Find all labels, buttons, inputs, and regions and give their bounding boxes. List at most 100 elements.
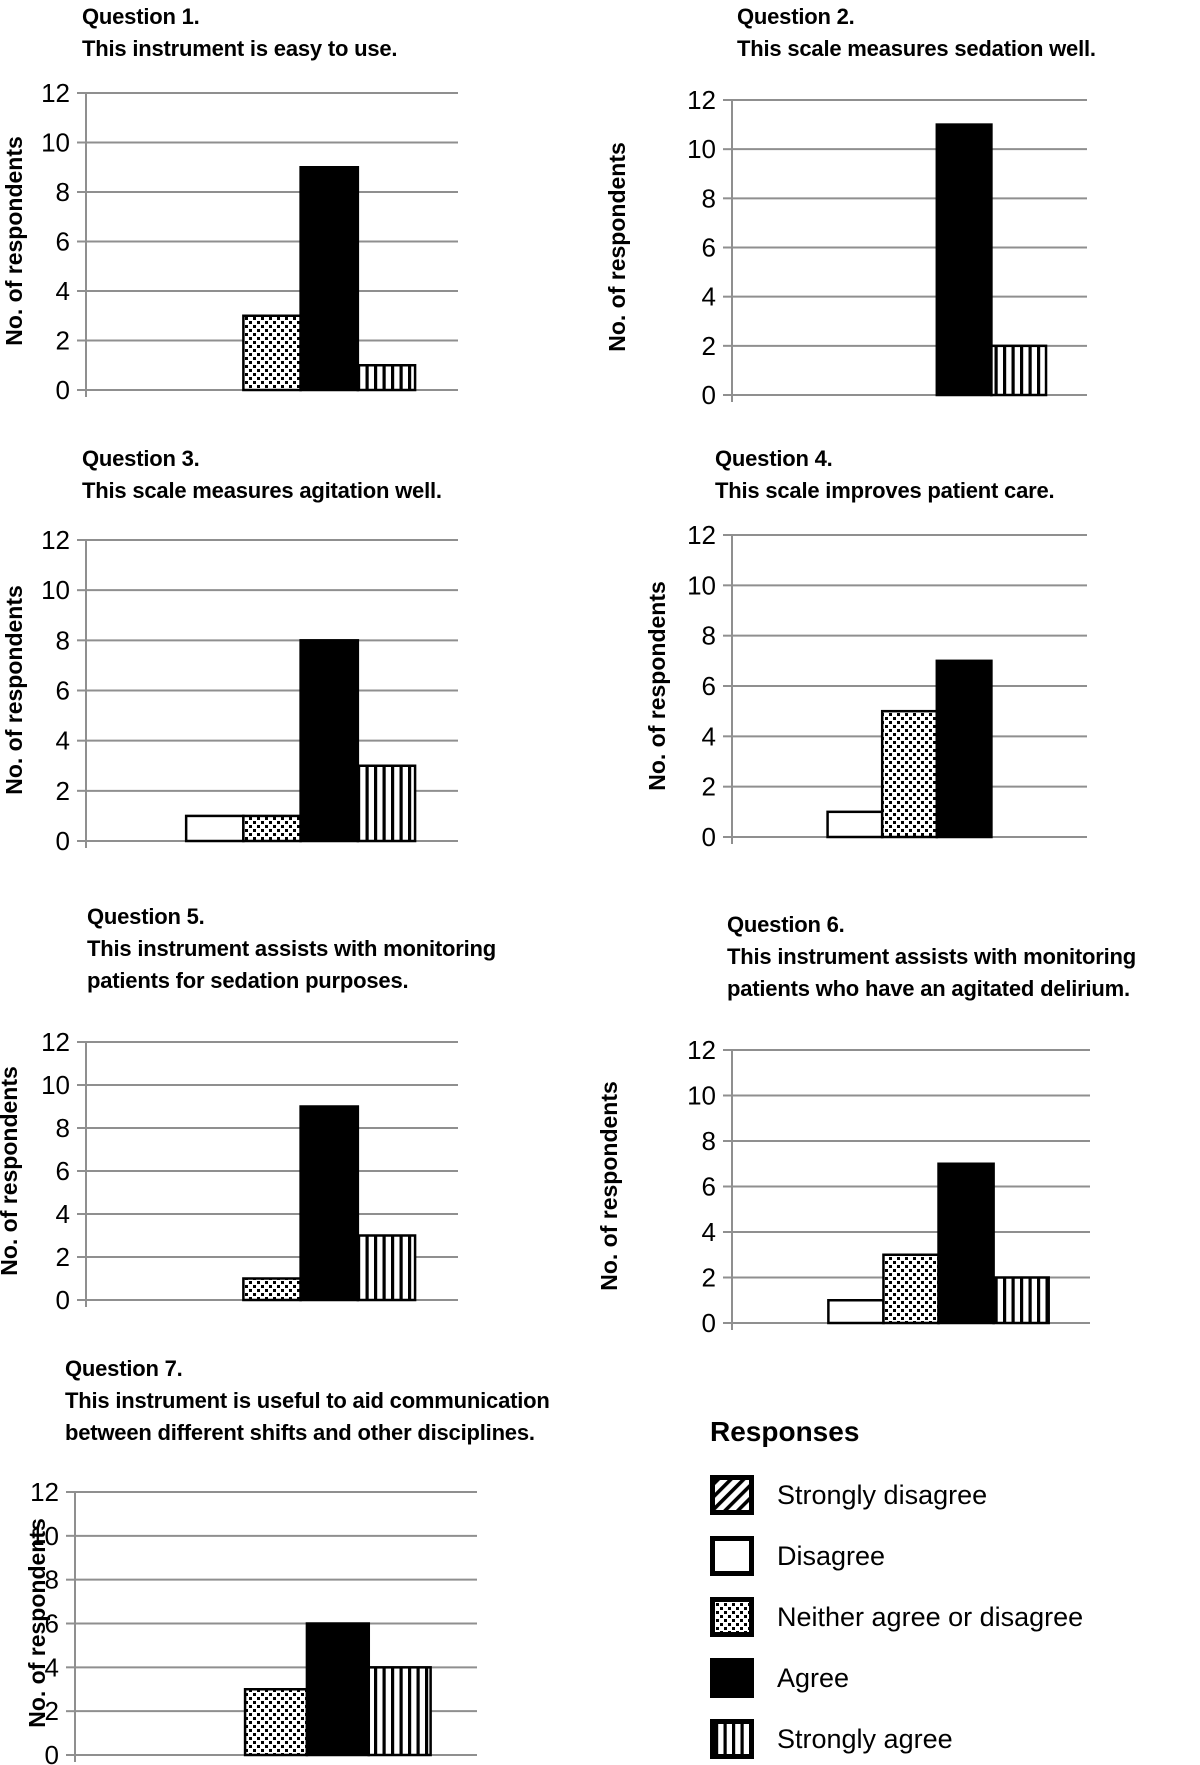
legend-swatch-strongly-agree (710, 1719, 754, 1759)
chart-q1-title-line1: Question 1. (82, 4, 200, 29)
chart-q2-title: Question 2. This scale measures sedation… (737, 1, 1096, 65)
bar-q6-agree (937, 1162, 995, 1325)
y-tick-label: 6 (702, 233, 716, 263)
y-tick-label: 8 (702, 621, 716, 651)
legend-item-agree: Agree (710, 1658, 1083, 1698)
chart-q4-title: Question 4. This scale improves patient … (715, 443, 1055, 507)
y-tick-label: 2 (45, 1696, 59, 1726)
y-tick-label: 4 (56, 1199, 70, 1229)
y-tick-label: 10 (41, 128, 70, 158)
y-tick-label: 6 (56, 1156, 70, 1186)
chart-q3-title: Question 3. This scale measures agitatio… (82, 443, 442, 507)
y-tick-label: 8 (45, 1565, 59, 1595)
legend-item-disagree: Disagree (710, 1536, 1083, 1576)
y-tick-label: 12 (687, 1035, 716, 1065)
bar-q1-agree (299, 166, 360, 392)
bar-plot-q3: 0 2 4 6 8 10 12 (41, 525, 458, 856)
bar-q2-agree (935, 123, 993, 397)
bar-q4-agree (935, 659, 993, 839)
y-tick-label: 8 (702, 1126, 716, 1156)
y-tick-label: 12 (41, 525, 70, 555)
bar-plot-q1: 0 2 4 6 8 10 12 (41, 78, 458, 405)
bar-q2-strongly-agree (990, 344, 1048, 397)
y-tick-label: 4 (56, 276, 70, 306)
bar-plot-q4: 0 2 4 6 8 10 12 (687, 520, 1087, 852)
y-tick-label: 12 (41, 1027, 70, 1057)
legend-label-agree: Agree (777, 1662, 850, 1693)
y-tick-label: 12 (41, 78, 70, 108)
chart-q7-title: Question 7. This instrument is useful to… (65, 1353, 550, 1449)
chart-q1-title: Question 1. This instrument is easy to u… (82, 1, 398, 65)
y-tick-label: 4 (56, 726, 70, 756)
legend-title: Responses (710, 1416, 860, 1447)
y-tick-label: 6 (45, 1609, 59, 1639)
y-tick-label: 8 (56, 177, 70, 207)
y-tick-label: 0 (56, 826, 70, 856)
chart-q5-ylabel: No. of respondents (0, 1066, 22, 1276)
y-tick-label: 4 (702, 721, 716, 751)
chart-q4-title-line2: This scale improves patient care. (715, 478, 1055, 503)
y-tick-label: 0 (702, 1308, 716, 1338)
bar-q7-strongly-agree (367, 1666, 432, 1757)
chart-q5-title: Question 5. This instrument assists with… (87, 901, 496, 997)
y-tick-label: 2 (702, 1263, 716, 1293)
chart-q6-ylabel: No. of respondents (596, 1081, 622, 1291)
y-tick-label: 0 (56, 1285, 70, 1315)
chart-q3-title-line2: This scale measures agitation well. (82, 478, 442, 503)
bar-q7-agree (305, 1622, 371, 1757)
y-tick-label: 6 (702, 1172, 716, 1202)
bar-q4-neither-agree-or-disagree (880, 709, 939, 839)
y-tick-label: 4 (45, 1652, 59, 1682)
y-tick-label: 10 (687, 570, 716, 600)
bar-q6-disagree (827, 1299, 885, 1325)
bar-plot-q2: 0 2 4 6 8 10 12 (687, 85, 1087, 410)
bar-plot-q6: 0 2 4 6 8 10 12 (687, 1035, 1090, 1338)
bar-q4-disagree (826, 810, 884, 839)
legend-label-neither-agree-or-disagree: Neither agree or disagree (777, 1601, 1084, 1632)
bar-q7-neither-agree-or-disagree (243, 1688, 309, 1757)
y-tick-label: 12 (687, 520, 716, 550)
y-tick-label: 0 (56, 375, 70, 405)
y-tick-label: 0 (702, 822, 716, 852)
y-tick-label: 2 (56, 776, 70, 806)
chart-q6-title-line3: patients who have an agitated delirium. (727, 976, 1130, 1001)
y-tick-label: 6 (56, 676, 70, 706)
chart-q5-title-line2: This instrument assists with monitoring (87, 936, 497, 961)
bar-plot-q7: 0 2 4 6 8 10 12 (30, 1477, 477, 1765)
bar-q5-agree (299, 1105, 360, 1302)
y-tick-label: 2 (56, 1242, 70, 1272)
bar-q3-agree (299, 639, 360, 843)
y-tick-label: 8 (56, 625, 70, 655)
bar-q5-neither-agree-or-disagree (242, 1277, 302, 1302)
legend-swatch-disagree (710, 1536, 754, 1576)
legend-label-disagree: Disagree (777, 1540, 886, 1571)
y-tick-label: 10 (687, 134, 716, 164)
chart-q4-title-line1: Question 4. (715, 446, 833, 471)
y-tick-label: 2 (56, 326, 70, 356)
chart-q6-title: Question 6. This instrument assists with… (727, 909, 1136, 1005)
chart-q7-ylabel: No. of respondents (24, 1518, 50, 1728)
chart-q4-ylabel: No. of respondents (644, 581, 670, 791)
chart-q2-ylabel: No. of respondents (604, 142, 630, 352)
bar-q1-neither-agree-or-disagree (242, 314, 302, 392)
bar-q6-neither-agree-or-disagree (882, 1253, 940, 1325)
chart-q3-title-line1: Question 3. (82, 446, 200, 471)
legend-label-strongly-agree: Strongly agree (777, 1723, 953, 1754)
legend-item-neither-agree-or-disagree: Neither agree or disagree (710, 1597, 1083, 1637)
y-tick-label: 6 (56, 227, 70, 257)
legend-item-strongly-agree: Strongly agree (710, 1719, 1083, 1759)
y-tick-label: 4 (702, 282, 716, 312)
y-tick-label: 0 (702, 380, 716, 410)
y-tick-label: 0 (45, 1740, 59, 1765)
legend-swatch-strongly-disagree (710, 1475, 754, 1515)
y-tick-label: 10 (41, 575, 70, 605)
chart-q2-title-line2: This scale measures sedation well. (737, 36, 1096, 61)
chart-q7-title-line1: Question 7. (65, 1356, 183, 1381)
legend-swatch-neither-agree-or-disagree (710, 1597, 754, 1637)
legend-swatch-agree (710, 1658, 754, 1698)
legend-item-strongly-disagree: Strongly disagree (710, 1475, 1083, 1515)
chart-q1-title-line2: This instrument is easy to use. (82, 36, 398, 61)
y-tick-label: 10 (41, 1070, 70, 1100)
